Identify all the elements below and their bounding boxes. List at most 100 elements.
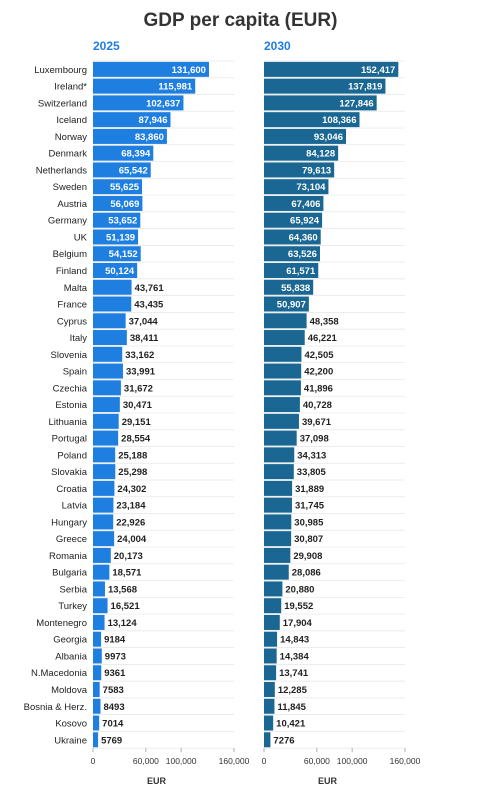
bar [93, 145, 154, 161]
data-label: 7014 [102, 719, 124, 730]
data-label: 50,124 [105, 266, 135, 277]
bar [264, 631, 278, 647]
bar [93, 413, 119, 429]
category-label: Italy [70, 333, 88, 344]
bar [93, 581, 105, 597]
data-label: 41,896 [304, 383, 333, 394]
data-label: 13,741 [279, 668, 309, 679]
data-label: 28,554 [121, 434, 151, 445]
category-label: Bosnia & Herz. [24, 702, 87, 713]
category-label: Albania [55, 651, 87, 662]
bar [264, 614, 280, 630]
bar [93, 430, 119, 446]
bar [93, 128, 167, 144]
bar [264, 698, 275, 714]
data-label: 42,505 [304, 350, 334, 361]
x-tick-label: 0 [262, 756, 267, 766]
data-label: 25,188 [118, 450, 147, 461]
category-label: N.Macedonia [31, 668, 88, 679]
bar [93, 179, 143, 195]
data-label: 43,761 [135, 283, 165, 294]
data-label: 83,860 [135, 132, 164, 143]
bar [93, 246, 141, 262]
data-label: 43,435 [134, 300, 164, 311]
bar [264, 514, 292, 530]
data-label: 31,745 [295, 501, 325, 512]
category-label: Romania [49, 551, 88, 562]
category-label: Kosovo [55, 719, 87, 730]
bar [264, 112, 360, 128]
bar [93, 480, 115, 496]
data-label: 53,652 [108, 216, 137, 227]
bar [264, 330, 305, 346]
bar [264, 195, 324, 211]
data-label: 79,613 [302, 165, 331, 176]
bar [93, 682, 100, 697]
bar [93, 229, 139, 245]
data-label: 9361 [104, 668, 126, 679]
bar [93, 263, 138, 278]
category-label: Portugal [52, 434, 87, 445]
panel-title: 2030 [264, 39, 291, 53]
data-label: 50,907 [277, 300, 306, 311]
category-label: Lithuania [48, 417, 87, 428]
category-label: Montenegro [36, 618, 87, 629]
bar [264, 648, 277, 664]
data-label: 67,406 [291, 199, 320, 210]
category-label: UK [74, 232, 88, 243]
data-label: 30,985 [294, 517, 324, 528]
data-label: 33,991 [126, 367, 156, 378]
bar [93, 531, 115, 547]
bar [264, 682, 275, 697]
category-label: Luxembourg [34, 65, 87, 76]
bar [264, 296, 309, 312]
data-label: 18,571 [112, 568, 142, 579]
data-label: 40,728 [303, 400, 332, 411]
category-label: Belgium [53, 249, 87, 260]
data-label: 51,139 [106, 232, 135, 243]
data-label: 42,200 [304, 367, 333, 378]
bar [93, 631, 102, 647]
category-label: France [57, 300, 87, 311]
data-label: 10,421 [276, 719, 306, 730]
bar [264, 598, 282, 614]
bar [93, 212, 141, 228]
category-label: Georgia [53, 635, 88, 646]
bar [93, 296, 132, 312]
x-tick-label: 160,000 [390, 756, 421, 766]
bar [264, 145, 339, 161]
x-tick-label: 60,000 [304, 756, 330, 766]
category-label: Sweden [53, 182, 87, 193]
category-label: Switzerland [38, 98, 87, 109]
bar [93, 363, 123, 379]
bar [264, 480, 293, 496]
bar [264, 279, 314, 295]
bar [93, 514, 114, 530]
bar [264, 715, 274, 731]
data-label: 65,924 [290, 216, 320, 227]
data-label: 20,173 [114, 551, 143, 562]
data-label: 29,908 [293, 551, 322, 562]
data-label: 152,417 [361, 65, 395, 76]
bar [264, 665, 277, 681]
bar [93, 614, 105, 630]
bar [93, 598, 108, 614]
data-label: 12,285 [278, 685, 308, 696]
data-label: 33,162 [125, 350, 154, 361]
bar [264, 78, 386, 94]
category-label: Poland [57, 450, 87, 461]
bar [264, 547, 291, 563]
data-label: 137,819 [348, 82, 382, 93]
data-label: 73,104 [296, 182, 326, 193]
bar [264, 246, 320, 262]
data-label: 17,904 [283, 618, 313, 629]
data-label: 102,637 [146, 98, 180, 109]
data-label: 23,184 [116, 501, 146, 512]
bar [264, 346, 302, 362]
data-label: 64,360 [289, 232, 318, 243]
data-label: 61,571 [286, 266, 316, 277]
data-label: 28,086 [292, 568, 321, 579]
data-label: 5769 [101, 735, 122, 746]
bar [264, 397, 300, 413]
